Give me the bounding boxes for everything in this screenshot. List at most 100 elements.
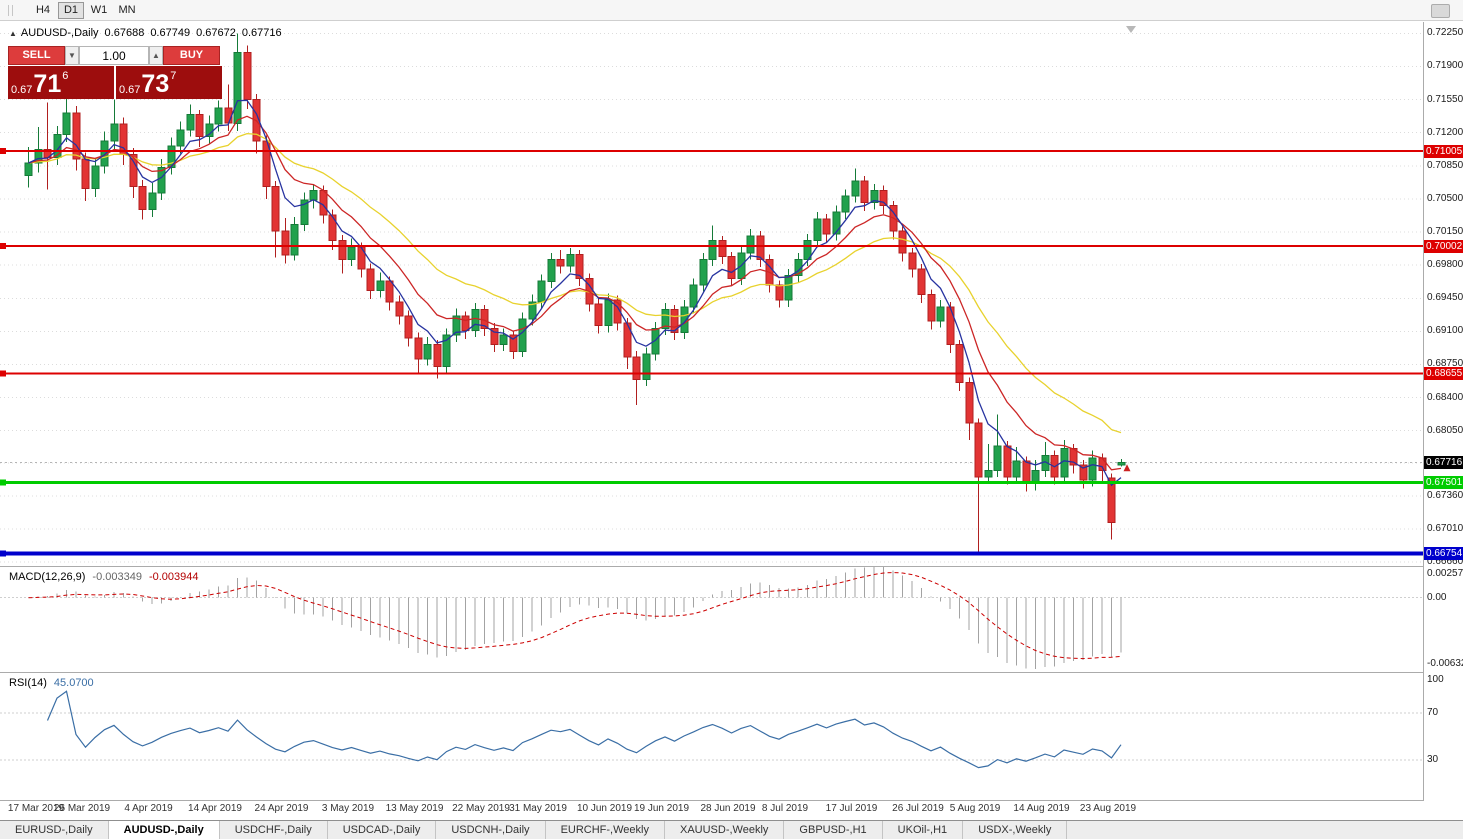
- buy-button[interactable]: BUY: [163, 46, 220, 65]
- date-label: 31 May 2019: [509, 803, 567, 814]
- ohlc-open: 0.67688: [104, 27, 145, 39]
- price-tick-label: 0.67010: [1427, 523, 1463, 535]
- rsi-title: RSI(14): [9, 677, 47, 689]
- rsi-canvas[interactable]: [0, 673, 1423, 800]
- chart-tab-eurchf-weekly[interactable]: EURCHF-,Weekly: [545, 821, 665, 839]
- price-marker-0.71005: 0.71005: [1424, 144, 1463, 158]
- date-label: 19 Jun 2019: [633, 803, 690, 814]
- macd-tick-label: 0.002574: [1427, 568, 1463, 579]
- buy-quote-big-digits: 73: [141, 70, 170, 98]
- buy-quote-pip-digit: 7: [170, 70, 177, 82]
- tabs-bar: EURUSD-,Daily AUDUSD-,Daily USDCHF-,Daily U…: [0, 820, 1463, 839]
- chart-shift-icon[interactable]: [1126, 26, 1136, 33]
- date-label: 17 Mar 2019: [7, 803, 65, 814]
- price-tick-label: 0.66660: [1427, 556, 1463, 568]
- chart-tab-usdcnh-daily[interactable]: USDCNH-,Daily: [436, 821, 546, 839]
- date-label: 26 Jul 2019: [892, 803, 944, 814]
- chart-tab-usdcad-daily[interactable]: USDCAD-,Daily: [327, 821, 437, 839]
- panel-separator-main-macd[interactable]: [0, 566, 1463, 567]
- volume-decrease-button[interactable]: ▼: [65, 46, 79, 65]
- price-tick-label: 0.68400: [1427, 391, 1463, 403]
- sell-quote[interactable]: 0.67 71 6: [8, 66, 114, 99]
- macd-title: MACD(12,26,9): [9, 571, 86, 583]
- price-tick-label: 0.69800: [1427, 259, 1463, 271]
- date-label: 22 May 2019: [452, 803, 510, 814]
- rsi-levels: [0, 712, 1423, 761]
- macd-signal-line: [28, 571, 1122, 660]
- chart-tab-usdchf-daily[interactable]: USDCHF-,Daily: [219, 821, 328, 839]
- price-tick-label: 0.70850: [1427, 159, 1463, 171]
- price-marker-0.66754: 0.66754: [1424, 546, 1463, 560]
- volume-input[interactable]: [79, 46, 149, 65]
- chart-collapse-icon[interactable]: ▲: [9, 29, 17, 38]
- date-label: 17 Jul 2019: [825, 803, 878, 814]
- rsi-tick-label: 30: [1427, 754, 1439, 766]
- price-marker-0.68655: 0.68655: [1424, 366, 1463, 380]
- sell-quote-big-digits: 71: [33, 70, 62, 98]
- price-tick-label: 0.68050: [1427, 424, 1463, 436]
- ohlc-low: 0.67672: [196, 27, 236, 39]
- price-axis-column[interactable]: 0.72250 0.71900 0.71550 0.71200 0.70850 0.705…: [1424, 0, 1463, 839]
- date-label: 3 May 2019: [321, 803, 375, 814]
- chart-title: ▲ AUDUSD-,Daily 0.67688 0.67749 0.67672 0.677…: [9, 27, 282, 39]
- price-tick-label: 0.71200: [1427, 126, 1463, 138]
- price-tick-label: 0.69100: [1427, 325, 1463, 337]
- rsi-tick-label: 70: [1427, 706, 1439, 718]
- timeframe-d1-button[interactable]: D1: [58, 2, 84, 19]
- date-label: 8 Jul 2019: [761, 803, 809, 814]
- date-label: 26 Mar 2019: [53, 803, 111, 814]
- sell-button[interactable]: SELL: [8, 46, 65, 65]
- timeframe-h4-button[interactable]: H4: [35, 4, 51, 16]
- chart-tab-audusd-daily[interactable]: AUDUSD-,Daily: [108, 821, 220, 839]
- date-label: 14 Apr 2019: [188, 803, 242, 814]
- price-marker-0.67501: 0.67501: [1424, 476, 1463, 490]
- price-axis-separator: [1423, 22, 1424, 800]
- price-chart-canvas[interactable]: [0, 22, 1423, 566]
- timeframe-mn-button[interactable]: MN: [118, 4, 136, 16]
- macd-label: MACD(12,26,9) -0.003349 -0.003944: [9, 571, 199, 583]
- macd-signal-value: -0.003944: [148, 571, 199, 583]
- macd-tick-label: -0.006326: [1427, 658, 1463, 669]
- timeframe-w1-button[interactable]: W1: [90, 4, 108, 16]
- buy-quote[interactable]: 0.67 73 7: [116, 66, 222, 99]
- candles: [24, 33, 1126, 552]
- macd-histogram: [37, 567, 1122, 669]
- ohlc-high: 0.67749: [150, 27, 191, 39]
- chart-tab-gbpusd-h1[interactable]: GBPUSD-,H1: [784, 821, 883, 839]
- price-tick-label: 0.69450: [1427, 292, 1463, 304]
- chart-symbol-label: AUDUSD-,Daily: [20, 27, 99, 39]
- macd-main-value: -0.003349: [92, 571, 142, 583]
- last-price-marker: 0.67716: [1424, 455, 1463, 469]
- chart-tab-ukoil-h1[interactable]: UKOil-,H1: [882, 821, 964, 839]
- macd-tick-label: 0.00: [1427, 591, 1447, 603]
- support-resistance-lines[interactable]: [0, 148, 1423, 557]
- date-label: 4 Apr 2019: [124, 803, 173, 814]
- rsi-label: RSI(14) 45.0700: [9, 677, 94, 689]
- last-price-arrow-icon: [1123, 464, 1131, 472]
- rsi-value: 45.0700: [53, 677, 94, 689]
- chart-tab-usdx-weekly[interactable]: USDX-,Weekly: [963, 821, 1068, 839]
- rsi-line: [46, 690, 1122, 769]
- price-tick-label: 0.68750: [1427, 358, 1463, 370]
- buy-quote-prefix: 0.67: [119, 84, 141, 96]
- price-marker-0.70002: 0.70002: [1424, 239, 1463, 253]
- date-label: 23 Aug 2019: [1079, 803, 1137, 814]
- price-tick-label: 0.70500: [1427, 192, 1463, 204]
- chart-tab-eurusd-daily[interactable]: EURUSD-,Daily: [0, 821, 109, 839]
- chart-tab-xauusd-weekly[interactable]: XAUUSD-,Weekly: [664, 821, 785, 839]
- toolbar-corner-button[interactable]: [1431, 4, 1450, 18]
- date-label: 28 Jun 2019: [700, 803, 756, 814]
- timeframe-toolbar: H4 D1 W1 MN: [0, 0, 1463, 21]
- grid-lines: [0, 32, 1423, 563]
- date-axis[interactable]: 17 Mar 2019 26 Mar 2019 4 Apr 2019 14 Apr 2…: [0, 801, 1423, 819]
- panel-separator-macd-rsi[interactable]: [0, 672, 1463, 673]
- price-tick-label: 0.70150: [1427, 226, 1463, 238]
- sell-quote-prefix: 0.67: [11, 84, 33, 96]
- toolbar-grip[interactable]: [8, 5, 13, 16]
- volume-increase-button[interactable]: ▲: [149, 46, 163, 65]
- date-label: 24 Apr 2019: [254, 803, 309, 814]
- macd-canvas[interactable]: [0, 567, 1423, 672]
- price-tick-label: 0.72250: [1427, 27, 1463, 39]
- panel-separator-rsi-dates: [0, 800, 1463, 801]
- date-label: 14 Aug 2019: [1013, 803, 1070, 814]
